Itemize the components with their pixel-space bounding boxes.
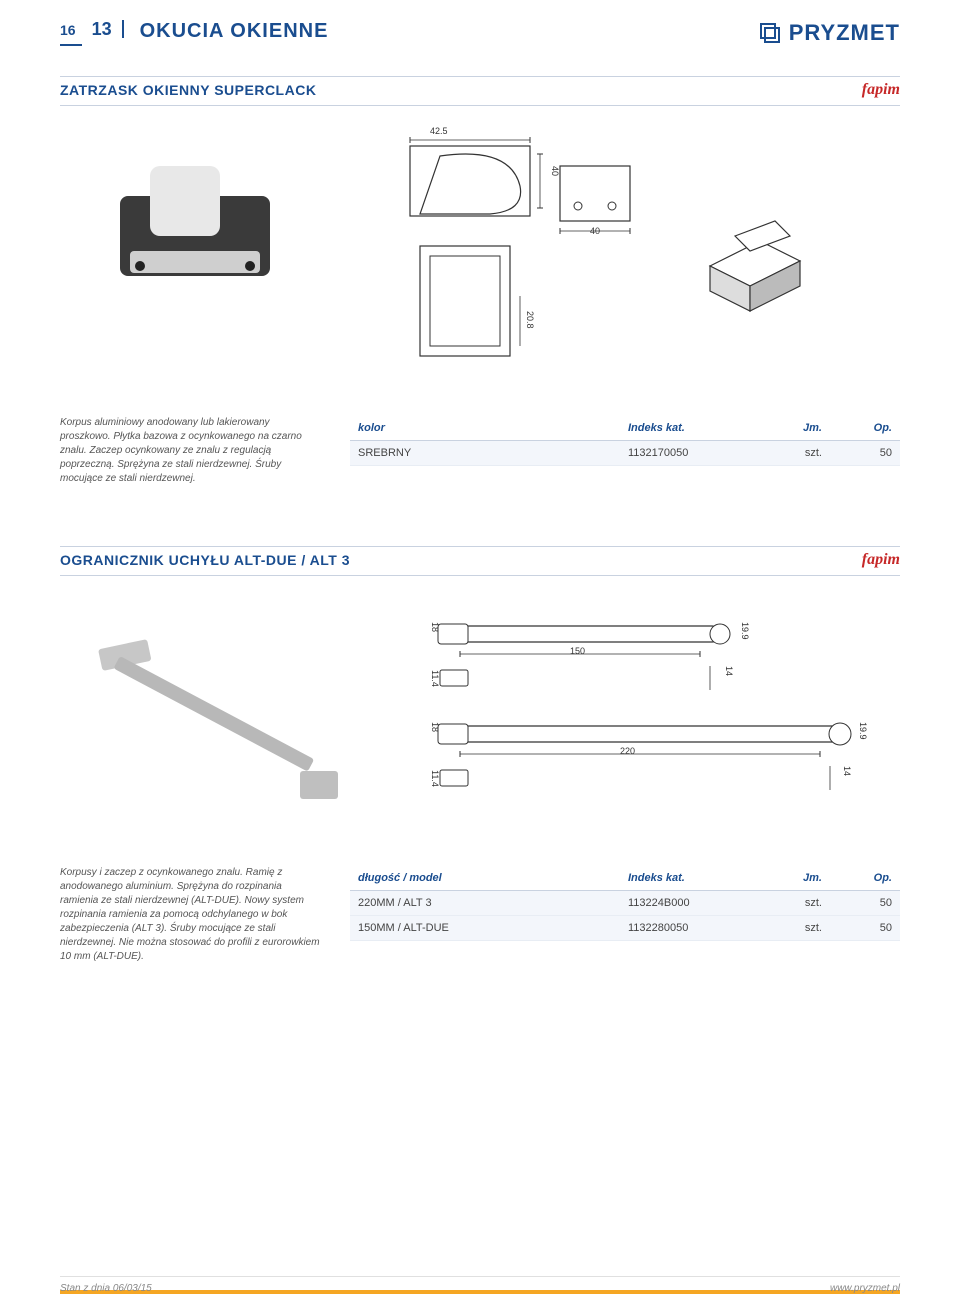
page-footer: Stan z dnia 06/03/15 www.pryzmet.pl	[60, 1276, 900, 1294]
col-jm: Jm.	[760, 866, 830, 891]
dim-width-bottom: 40	[590, 226, 600, 236]
brand-text: PRYZMET	[789, 20, 900, 46]
dim-h2b: 19.9	[858, 722, 868, 740]
section-title: OKUCIA OKIENNE	[134, 20, 329, 43]
product2-photo-icon	[80, 626, 360, 826]
product1-figure: 42.5 40 40 20.8	[60, 126, 900, 386]
col-indeks: Indeks kat.	[620, 866, 760, 891]
product2-table-wrap: długość / model Indeks kat. Jm. Op. 220M…	[350, 866, 900, 964]
manufacturer-logo-icon: fapim	[862, 81, 900, 99]
dim-depth: 20.8	[525, 311, 535, 329]
col-indeks: Indeks kat.	[620, 416, 760, 441]
col-op: Op.	[830, 416, 900, 441]
brand-block: PRYZMET	[759, 20, 900, 46]
product1-header: ZATRZASK OKIENNY SUPERCLACK fapim	[60, 76, 900, 106]
cell: 113224B000	[620, 891, 760, 916]
cell: szt.	[760, 916, 830, 941]
page-root: 16 13 OKUCIA OKIENNE PRYZMET ZATRZASK OK…	[0, 0, 960, 1314]
cell: szt.	[760, 891, 830, 916]
manufacturer-logo-icon: fapim	[862, 551, 900, 569]
dim-length1: 150	[570, 646, 585, 656]
product2-drawing-icon	[420, 606, 880, 836]
product1-description: Korpus aluminiowy anodowany lub lakierow…	[60, 416, 320, 486]
col-jm: Jm.	[760, 416, 830, 441]
cell: 1132280050	[620, 916, 760, 941]
product2-figure: 150 220 18 19.9 11.4 14 18 19.9 11.4 14	[60, 596, 900, 846]
product2-table: długość / model Indeks kat. Jm. Op. 220M…	[350, 866, 900, 941]
cell: 50	[830, 916, 900, 941]
cell: szt.	[760, 441, 830, 466]
cell: 220MM / ALT 3	[350, 891, 620, 916]
footer-date: Stan z dnia 06/03/15	[60, 1283, 152, 1294]
product2-description: Korpusy i zaczep z ocynkowanego znalu. R…	[60, 866, 320, 964]
cell: 150MM / ALT-DUE	[350, 916, 620, 941]
product1-title: ZATRZASK OKIENNY SUPERCLACK	[60, 82, 316, 98]
product1-table: kolor Indeks kat. Jm. Op. SREBRNY 113217…	[350, 416, 900, 466]
table-row: 220MM / ALT 3 113224B000 szt. 50	[350, 891, 900, 916]
dim-h4b: 14	[842, 766, 852, 776]
cell: SREBRNY	[350, 441, 620, 466]
dim-width-top: 42.5	[430, 126, 448, 136]
table-header-row: długość / model Indeks kat. Jm. Op.	[350, 866, 900, 891]
table-row: 150MM / ALT-DUE 1132280050 szt. 50	[350, 916, 900, 941]
cell: 50	[830, 441, 900, 466]
table-header-row: kolor Indeks kat. Jm. Op.	[350, 416, 900, 441]
product1-drawing-icon	[380, 136, 640, 376]
header-left: 16 13 OKUCIA OKIENNE	[60, 20, 328, 46]
table-row: SREBRNY 1132170050 szt. 50	[350, 441, 900, 466]
dim-h1: 18	[430, 622, 440, 632]
col-kolor: kolor	[350, 416, 620, 441]
footer-url: www.pryzmet.pl	[830, 1283, 900, 1294]
dim-height-right: 40	[550, 166, 560, 176]
dim-h3: 11.4	[430, 670, 440, 687]
section-number: 13	[92, 20, 124, 38]
product1-content: Korpus aluminiowy anodowany lub lakierow…	[60, 416, 900, 486]
product1-photo-icon	[100, 156, 300, 316]
dim-length2: 220	[620, 746, 635, 756]
dim-h4: 14	[724, 666, 734, 676]
cell: 1132170050	[620, 441, 760, 466]
product1-table-wrap: kolor Indeks kat. Jm. Op. SREBRNY 113217…	[350, 416, 900, 486]
dim-h3b: 11.4	[430, 770, 440, 787]
product2-content: Korpusy i zaczep z ocynkowanego znalu. R…	[60, 866, 900, 964]
product2-title: OGRANICZNIK UCHYŁU ALT-DUE / ALT 3	[60, 552, 350, 568]
col-model: długość / model	[350, 866, 620, 891]
dim-h1b: 18	[430, 722, 440, 732]
product2-header: OGRANICZNIK UCHYŁU ALT-DUE / ALT 3 fapim	[60, 546, 900, 576]
product1-iso-icon	[680, 206, 820, 326]
brand-icon	[759, 22, 781, 44]
page-header: 16 13 OKUCIA OKIENNE PRYZMET	[60, 20, 900, 46]
cell: 50	[830, 891, 900, 916]
dim-h2: 19.9	[740, 622, 750, 640]
col-op: Op.	[830, 866, 900, 891]
page-number: 16	[60, 20, 82, 46]
